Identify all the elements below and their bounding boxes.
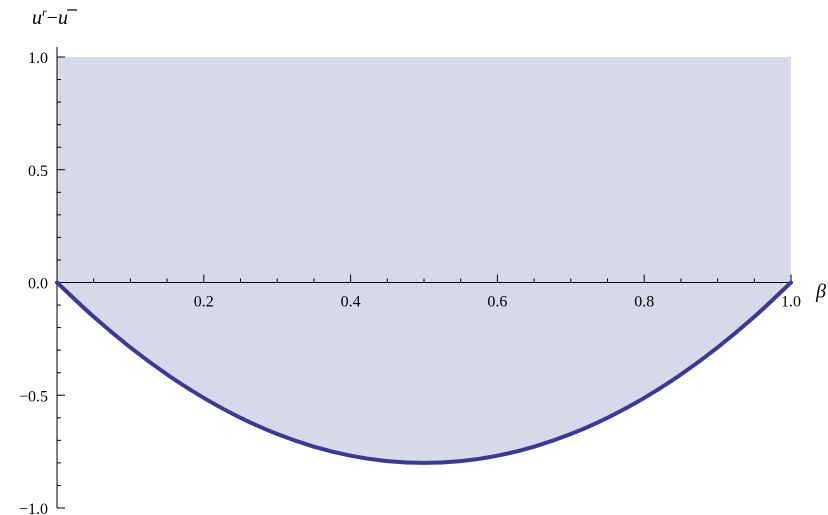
fill-region	[57, 57, 791, 463]
y-tick-label: 1.0	[28, 50, 48, 67]
x-tick-label: 0.2	[194, 294, 214, 311]
x-tick-label: 1.0	[781, 294, 801, 311]
y-tick-label: −0.5	[19, 388, 48, 405]
x-tick-label: 0.8	[634, 294, 654, 311]
x-tick-label: 0.4	[341, 294, 361, 311]
x-tick-label: 0.6	[487, 294, 507, 311]
y-tick-label: 0.5	[28, 163, 48, 180]
y-tick-label: 0.0	[28, 276, 48, 293]
y-tick-label: −1.0	[19, 501, 48, 515]
x-axis-label: β	[815, 281, 826, 303]
y-axis-label: ur−u	[32, 5, 68, 29]
data-curve	[55, 280, 793, 465]
